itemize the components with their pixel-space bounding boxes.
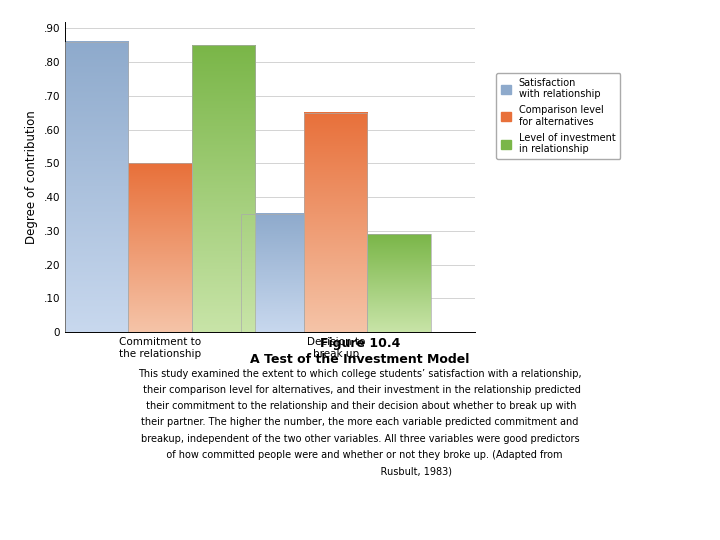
Bar (192, 45, 255, 332)
Text: PEARSON: PEARSON (614, 515, 696, 530)
Text: Elliot Aronson | Timothy D. Wilson | Robin M. Akert: Elliot Aronson | Timothy D. Wilson | Rob… (119, 525, 312, 535)
Bar (128, 163, 192, 332)
Bar (65, 42, 128, 332)
Text: Rusbult, 1983): Rusbult, 1983) (268, 466, 452, 476)
Text: This study examined the extent to which college students’ satisfaction with a re: This study examined the extent to which … (138, 369, 582, 379)
Bar (367, 234, 431, 332)
Text: breakup, independent of the two other variables. All three variables were good p: breakup, independent of the two other va… (140, 434, 580, 444)
Bar (240, 214, 304, 332)
Text: A Test of the Investment Model: A Test of the Investment Model (251, 353, 469, 366)
Text: ALWAYS LEARNING: ALWAYS LEARNING (7, 516, 96, 525)
Text: Figure 10.4: Figure 10.4 (320, 338, 400, 350)
Text: their comparison level for alternatives, and their investment in the relationshi: their comparison level for alternatives,… (140, 385, 580, 395)
Text: of how committed people were and whether or not they broke up. (Adapted from: of how committed people were and whether… (157, 450, 563, 460)
Legend: Satisfaction
with relationship, Comparison level
for alternatives, Level of inve: Satisfaction with relationship, Comparis… (497, 73, 621, 159)
Text: their commitment to the relationship and their decision about whether to break u: their commitment to the relationship and… (143, 401, 577, 411)
Text: Social Psychology, Eighth Edition: Social Psychology, Eighth Edition (119, 511, 244, 521)
Text: ©2013 Pearson Education, Inc.: ©2013 Pearson Education, Inc. (504, 511, 623, 521)
Y-axis label: Degree of contribution: Degree of contribution (25, 110, 38, 244)
Text: All Rights Reserved.: All Rights Reserved. (504, 525, 581, 535)
Text: their partner. The higher the number, the more each variable predicted commitmen: their partner. The higher the number, th… (141, 417, 579, 428)
Bar (304, 113, 367, 332)
